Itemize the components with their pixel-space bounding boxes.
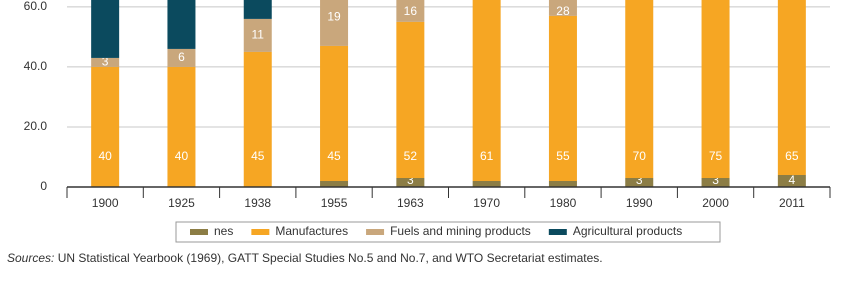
- y-tick-label: 20.0: [24, 119, 48, 133]
- bar-segment: [701, 0, 730, 178]
- value-label: 55: [556, 149, 570, 163]
- bar-segment: [548, 15, 577, 181]
- legend-label: Agricultural products: [573, 224, 682, 238]
- source-label: Sources:: [7, 251, 54, 265]
- bar-segment: [320, 180, 349, 187]
- bar-segment: [472, 0, 501, 181]
- value-label: 61: [480, 149, 494, 163]
- bar-segment: [167, 48, 196, 67]
- value-label: 6: [178, 50, 185, 64]
- bar-segment: [91, 57, 120, 67]
- value-label: 16: [404, 4, 418, 18]
- x-tick-label: 1925: [168, 196, 195, 210]
- source-note: Sources: UN Statistical Yearbook (1969),…: [7, 251, 603, 265]
- x-tick-label: 1990: [626, 196, 653, 210]
- legend-swatch: [548, 229, 567, 235]
- bar-segment: [548, 0, 577, 16]
- x-tick-label: 1938: [244, 196, 271, 210]
- bar-segment: [396, 0, 425, 22]
- x-tick-label: 1970: [473, 196, 500, 210]
- value-label: 3: [636, 173, 643, 187]
- value-label: 70: [633, 149, 647, 163]
- x-tick-label: 1963: [397, 196, 424, 210]
- x-tick-label: 1900: [92, 196, 119, 210]
- bar-segment: [472, 180, 501, 187]
- bar-segment: [243, 51, 272, 188]
- value-label: 19: [327, 10, 341, 24]
- value-label: 65: [785, 149, 799, 163]
- value-label: 40: [98, 149, 112, 163]
- bar-segment: [243, 18, 272, 52]
- value-label: 45: [327, 149, 341, 163]
- value-label: 45: [251, 149, 265, 163]
- legend-label: Manufactures: [275, 224, 348, 238]
- y-tick-label: 60.0: [24, 0, 48, 13]
- legend-label: nes: [214, 224, 233, 238]
- y-tick-label: 0: [40, 179, 47, 193]
- bar-segment: [777, 0, 806, 175]
- legend-swatch: [190, 229, 208, 235]
- value-label: 4: [789, 173, 796, 187]
- bar-segment: [167, 66, 196, 187]
- bar-segment: [701, 177, 730, 187]
- bar-segment: [396, 177, 425, 187]
- value-label: 3: [407, 173, 414, 187]
- value-label: 3: [102, 55, 109, 69]
- x-tick-label: 2000: [702, 196, 729, 210]
- value-label: 75: [709, 149, 723, 163]
- value-label: 52: [404, 149, 418, 163]
- value-label: 11: [252, 28, 265, 42]
- value-label: 3: [712, 173, 719, 187]
- legend-box: [175, 221, 721, 243]
- x-tick-label: 1955: [321, 196, 348, 210]
- bar-segment: [320, 45, 349, 181]
- legend-label: Fuels and mining products: [390, 224, 531, 238]
- legend: nes Manufactures Fuels and mining products…: [175, 221, 721, 243]
- bar-segment: [320, 0, 349, 46]
- source-text: UN Statistical Yearbook (1969), GATT Spe…: [54, 251, 602, 265]
- value-label: 40: [175, 149, 189, 163]
- legend-swatch: [366, 229, 385, 235]
- bar-segment: [91, 66, 120, 187]
- x-tick-label: 2011: [779, 196, 805, 210]
- value-label: 28: [556, 4, 570, 18]
- legend-swatch: [251, 229, 270, 235]
- bar-segment: [243, 0, 272, 19]
- bar-segment: [777, 174, 806, 187]
- bar-segment: [167, 0, 196, 49]
- bar-segment: [396, 21, 425, 178]
- x-tick-label: 1980: [550, 196, 577, 210]
- bar-segment: [625, 177, 654, 187]
- bar-segment: [625, 0, 654, 178]
- bar-segment: [548, 180, 577, 187]
- bar-segment: [91, 0, 120, 58]
- y-tick-label: 40.0: [24, 59, 48, 73]
